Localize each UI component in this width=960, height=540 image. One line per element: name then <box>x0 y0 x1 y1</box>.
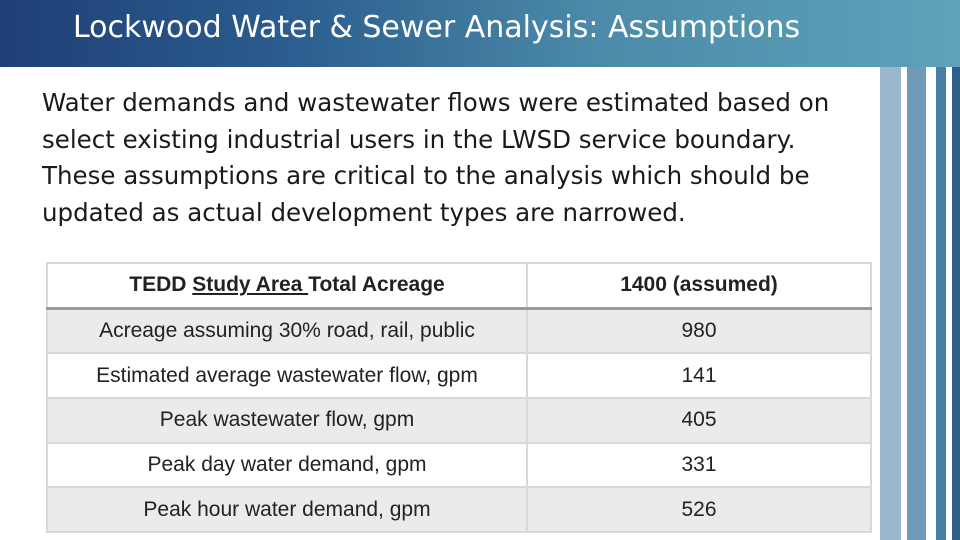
row-label: Estimated average wastewater flow, gpm <box>46 352 528 400</box>
intro-paragraph: Water demands and wastewater flows were … <box>42 88 830 227</box>
table-row: Peak day water demand, gpm 331 <box>46 441 872 489</box>
row-value: 331 <box>526 441 872 489</box>
header-value-cell: 1400 (assumed) <box>526 261 872 310</box>
table-row: Acreage assuming 30% road, rail, public … <box>46 307 872 355</box>
title-bar: Lockwood Water & Sewer Analysis: Assumpt… <box>0 0 960 67</box>
assumptions-table: TEDD Study Area Total Acreage 1400 (assu… <box>46 261 872 533</box>
row-value: 980 <box>526 307 872 355</box>
decorative-stripe <box>936 67 946 540</box>
header-label-cell: TEDD Study Area Total Acreage <box>46 261 528 310</box>
table-row: Peak wastewater flow, gpm 405 <box>46 397 872 444</box>
decorative-stripe <box>952 67 960 540</box>
table-row: Peak hour water demand, gpm 526 <box>46 486 872 533</box>
header-label-suffix: Total Acreage <box>308 273 445 297</box>
decorative-stripe <box>880 67 901 540</box>
row-value: 405 <box>526 397 872 444</box>
slide-title: Lockwood Water & Sewer Analysis: Assumpt… <box>73 10 801 45</box>
row-label: Peak wastewater flow, gpm <box>46 397 528 444</box>
table-header-row: TEDD Study Area Total Acreage 1400 (assu… <box>46 261 872 310</box>
decorative-stripe <box>907 67 926 540</box>
row-value: 526 <box>526 486 872 533</box>
row-label: Acreage assuming 30% road, rail, public <box>46 307 528 355</box>
row-label: Peak hour water demand, gpm <box>46 486 528 533</box>
table-row: Estimated average wastewater flow, gpm 1… <box>46 352 872 400</box>
row-value: 141 <box>526 352 872 400</box>
row-label: Peak day water demand, gpm <box>46 441 528 489</box>
header-label-underlined: Study Area <box>192 273 309 297</box>
header-label-prefix: TEDD <box>129 273 193 297</box>
